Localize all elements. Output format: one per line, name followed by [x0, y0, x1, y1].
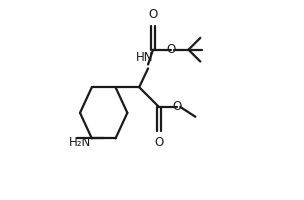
Text: H₂N: H₂N: [69, 136, 92, 149]
Text: O: O: [148, 8, 157, 21]
Text: O: O: [173, 100, 182, 113]
Text: O: O: [167, 43, 176, 56]
Text: O: O: [154, 136, 164, 148]
Text: HN: HN: [136, 51, 154, 64]
